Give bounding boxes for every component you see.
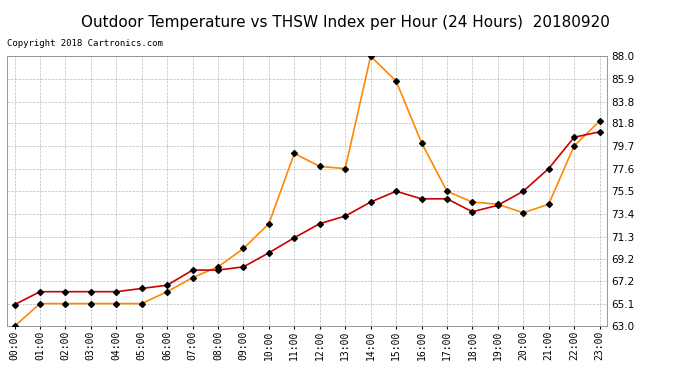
Text: Copyright 2018 Cartronics.com: Copyright 2018 Cartronics.com	[7, 39, 163, 48]
Text: Outdoor Temperature vs THSW Index per Hour (24 Hours)  20180920: Outdoor Temperature vs THSW Index per Ho…	[81, 15, 609, 30]
